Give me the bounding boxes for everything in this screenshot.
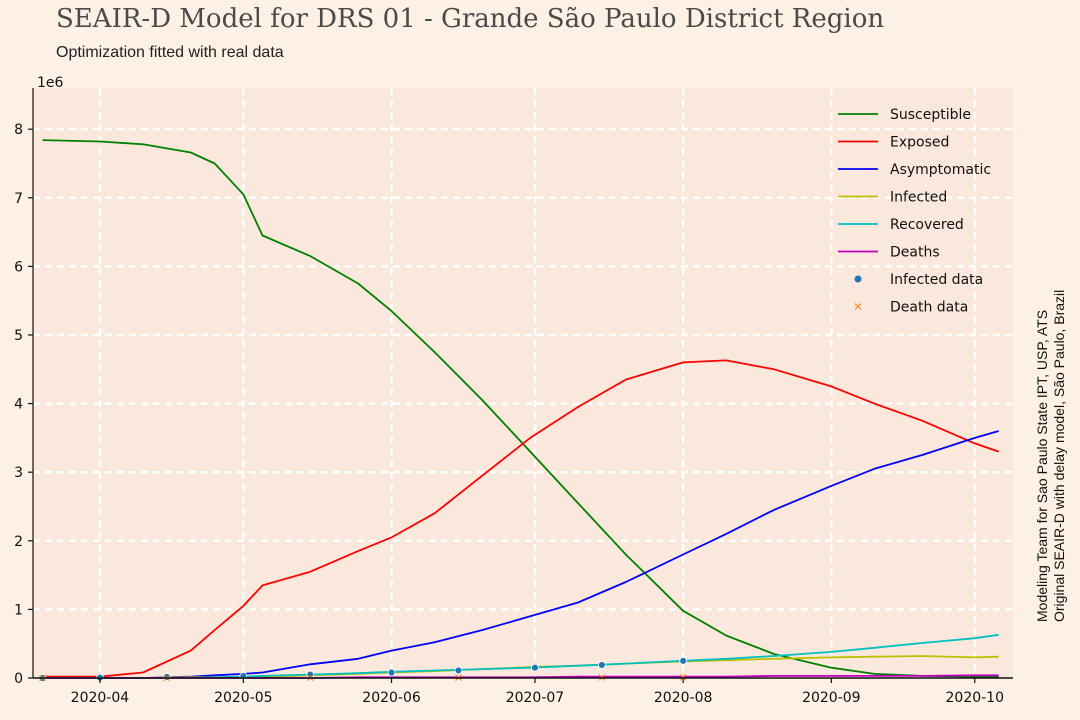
x-tick-label: 2020-08 [654, 690, 713, 706]
legend: Susceptible Exposed Asymptomatic Infected Re… [838, 107, 991, 316]
y-tick-label: 8 [14, 122, 23, 138]
y-tick-label: 5 [14, 328, 23, 344]
legend-label-death-data: Death data [890, 300, 968, 316]
y-tick-label: 1 [14, 602, 23, 618]
legend-label-asymptomatic: Asymptomatic [890, 162, 991, 178]
point-infected-data [679, 656, 688, 665]
point-infected-data [597, 661, 606, 669]
point-infected-data [454, 666, 463, 675]
point-infected-data [387, 668, 396, 677]
y-tick-label: 6 [14, 259, 23, 275]
legend-swatch-infected-data [854, 275, 862, 283]
x-tick-label: 2020-06 [362, 690, 421, 706]
grid [33, 88, 1013, 678]
series-line-asymptomatic [42, 430, 999, 679]
legend-swatch-stroke [854, 303, 862, 310]
point-infected-data [306, 670, 315, 679]
chart-subtitle: Optimization fitted with real data [56, 44, 284, 61]
plot-background [33, 88, 1013, 678]
legend-label-infected: Infected [890, 190, 947, 206]
legend-label-deaths: Deaths [890, 245, 940, 261]
legend-label-recovered: Recovered [890, 217, 964, 233]
legend-label-exposed: Exposed [890, 135, 949, 151]
legend-label-susceptible: Susceptible [890, 107, 971, 123]
x-tick-label: 2020-04 [71, 690, 130, 706]
x-tick-label: 2020-05 [214, 690, 273, 706]
x-tick-label: 2020-07 [506, 690, 565, 706]
y-tick-label: 2 [14, 534, 23, 550]
series-line-susceptible [42, 139, 999, 678]
x-tick-label: 2020-09 [802, 690, 861, 706]
legend-swatch-death-data [854, 303, 862, 310]
point-infected-data [531, 663, 539, 672]
chart-title: SEAIR-D Model for DRS 01 - Grande São Pa… [56, 4, 885, 34]
series-line-exposed [42, 359, 999, 678]
point-infected-data [162, 673, 171, 681]
x-tick-label: 2020-10 [946, 690, 1005, 706]
legend-label-infected-data: Infected data [890, 272, 983, 288]
y-tick-label: 7 [14, 191, 23, 207]
y-tick-label: 0 [14, 671, 23, 687]
y-scale-label: 1e6 [37, 75, 64, 91]
axes: 0 1 2 3 4 5 6 7 8 2020-04 2020-05 2020-06 2020-07 202… [14, 88, 1013, 706]
y-tick-label: 4 [14, 397, 23, 413]
y-tick-label: 3 [14, 465, 23, 481]
